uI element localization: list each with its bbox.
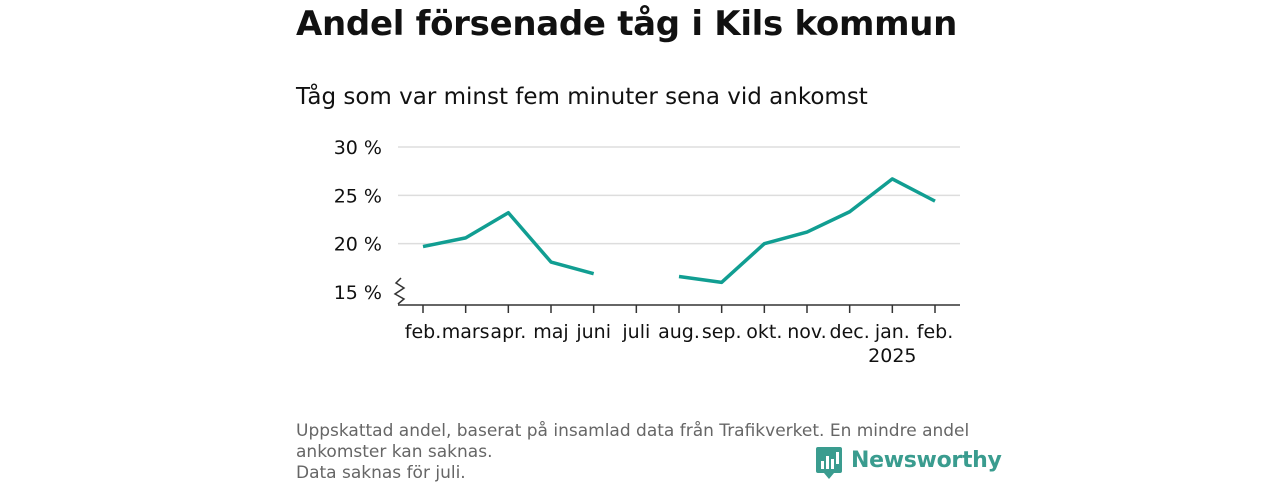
x-tick-label: feb. — [917, 321, 953, 343]
series-line — [422, 210, 595, 276]
series-line — [678, 177, 936, 285]
x-tick-label: juni — [575, 321, 611, 343]
footnote-line: ankomster kan saknas. — [296, 442, 493, 462]
x-tick-label: dec. — [830, 321, 870, 343]
x-tick-label: jan. — [874, 321, 910, 343]
axis-break-mark — [393, 277, 406, 305]
chart-title: Andel försenade tåg i Kils kommun — [296, 4, 958, 44]
brand-name: Newsworthy — [851, 448, 1002, 473]
x-tick-label: juli — [621, 321, 650, 343]
x-tick-label: sep. — [702, 321, 742, 343]
series — [422, 177, 936, 285]
tick-labels: 15 %20 %25 %30 %feb. mars apr. maj juni juli a… — [334, 137, 954, 367]
x-tick-label: nov. — [787, 321, 826, 343]
x-tick-label: maj — [533, 321, 568, 343]
footnote: Uppskattad andel, baserat på insamlad da… — [296, 421, 986, 484]
newsworthy-logo: Newsworthy — [815, 446, 1002, 480]
x-tick-sublabel: 2025 — [868, 345, 916, 367]
x-tick-label: feb. — [405, 321, 441, 343]
x-tick-label: mars — [442, 321, 490, 343]
chart-subtitle: Tåg som var minst fem minuter sena vid a… — [296, 84, 868, 110]
y-tick-label: 30 % — [334, 137, 382, 159]
y-tick-label: 25 % — [334, 185, 382, 207]
y-tick-label: 15 % — [334, 282, 382, 304]
y-tick-label: 20 % — [334, 234, 382, 256]
x-tick-label: aug. — [658, 321, 700, 343]
bar-chart-logo-icon — [816, 447, 842, 479]
grid-lines — [398, 146, 960, 245]
axes — [393, 277, 960, 313]
x-tick-label: apr. — [490, 321, 526, 343]
x-tick-label: okt. — [746, 321, 782, 343]
footnote-line: Uppskattad andel, baserat på insamlad da… — [296, 421, 970, 441]
footnote-line: Data saknas för juli. — [296, 463, 466, 483]
